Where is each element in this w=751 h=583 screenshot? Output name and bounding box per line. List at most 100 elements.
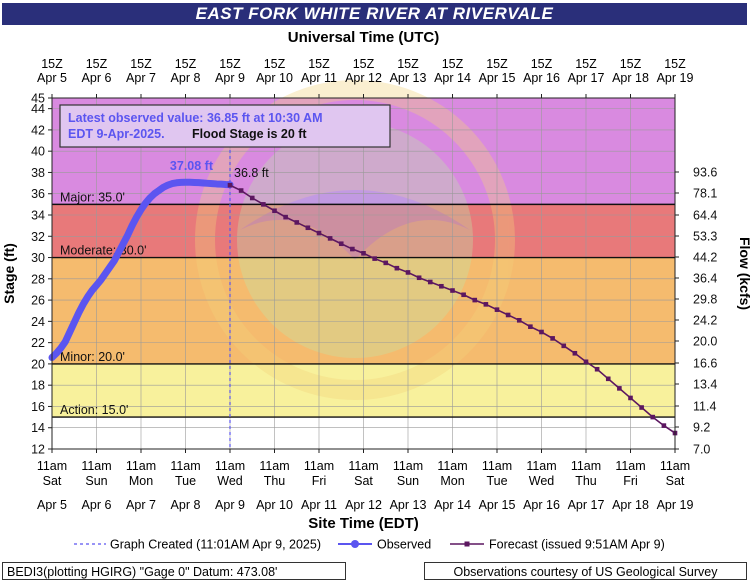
ytick-label-40: 40 [31,145,45,159]
ytick-label-38: 38 [31,166,45,180]
forecast-start-label: 36.8 ft [234,166,269,180]
watermark-bird [240,190,470,260]
top-tick-z-1: 15Z [86,57,108,71]
flow-tick-label-11: 64.4 [693,209,717,223]
flow-tick-label-5: 20.0 [693,335,717,349]
forecast-point-15 [394,265,400,271]
top-tick-date-1: Apr 6 [82,71,112,85]
top-axis-title: Universal Time (UTC) [288,29,439,46]
y2-axis-title: Flow (kcfs) [737,237,751,310]
bottom-tick-day-3: Tue [175,474,196,488]
footer-datum: BEDI3(plotting HGIRG) "Gage 0" Datum: 47… [2,562,346,580]
bottom-tick-date-2: Apr 7 [126,498,156,512]
flow-tick-label-7: 29.8 [693,293,717,307]
bottom-tick-date-10: Apr 15 [479,498,516,512]
flow-tick-label-9: 44.2 [693,251,717,265]
bottom-tick-time-5: 11am [259,459,289,473]
forecast-point-4 [272,208,277,214]
footer-credit: Observations courtesy of US Geological S… [424,562,747,580]
forecast-point-34 [605,376,611,382]
bottom-tick-day-8: Sun [397,474,419,488]
top-tick-date-5: Apr 10 [256,71,293,85]
top-tick-date-14: Apr 19 [657,71,694,85]
forecast-point-19 [439,283,444,289]
top-tick-date-6: Apr 11 [301,71,337,85]
forecast-point-9 [327,236,333,241]
watermark-outer-ring [195,80,515,400]
peak-label: 37.08 ft [170,159,214,173]
top-tick-date-13: Apr 18 [612,71,649,85]
flow-tick-label-12: 78.1 [693,187,717,201]
forecast-point-30 [561,343,567,349]
bottom-tick-day-4: Wed [217,474,243,488]
top-tick-date-11: Apr 16 [523,71,560,85]
bottom-tick-day-12: Thu [575,474,597,488]
cat-label-moderate: Moderate: 30.0' [60,244,146,258]
chart-legend: Graph Created (11:01AM Apr 9, 2025) Obser… [74,538,665,552]
top-tick-date-12: Apr 17 [568,71,605,85]
forecast-point-0 [227,182,233,188]
flow-tick-label-2: 11.4 [693,400,716,414]
bottom-tick-time-2: 11am [126,459,156,473]
flow-tick-label-13: 93.6 [693,166,717,180]
forecast-point-5 [283,214,288,220]
bottom-tick-day-7: Sat [354,474,373,488]
forecast-point-6 [294,220,300,225]
ytick-label-16: 16 [31,400,45,414]
forecast-point-8 [316,230,322,236]
flow-tick-label-3: 13.4 [693,378,717,392]
flow-tick-label-4: 16.6 [693,357,717,371]
chart-series: 37.08 ft 36.8 ft Latest observed value: 36… [48,104,678,449]
bottom-tick-time-0: 11am [37,459,67,473]
top-tick-z-0: 15Z [41,57,63,71]
legend-observed-label: Observed [377,538,431,552]
bottom-tick-time-14: 11am [660,459,690,473]
flow-tick-label-0: 7.0 [693,443,710,457]
forecast-point-37 [639,405,644,410]
ytick-label-36: 36 [31,187,45,201]
bottom-tick-date-1: Apr 6 [82,498,112,512]
top-tick-z-4: 15Z [219,57,241,71]
ytick-label-22: 22 [31,336,45,350]
ytick-label-14: 14 [31,421,45,435]
bottom-tick-day-13: Fri [623,474,638,488]
forecast-point-10 [338,241,344,247]
top-tick-z-5: 15Z [264,57,286,71]
top-tick-z-10: 15Z [486,57,508,71]
cat-label-action: Action: 15.0' [60,403,128,417]
top-tick-date-10: Apr 15 [479,71,516,85]
forecast-point-32 [583,359,589,365]
flow-tick-label-1: 9.2 [693,421,710,435]
bottom-tick-day-11: Wed [529,474,555,488]
bottom-tick-day-0: Sat [43,474,62,488]
forecast-point-36 [628,395,633,401]
observed-line [48,178,234,362]
bottom-tick-day-1: Sun [85,474,107,488]
forecast-point-1 [238,188,244,193]
bottom-tick-date-4: Apr 9 [215,498,245,512]
info-box-frame [59,104,391,148]
ytick-label-20: 20 [31,357,45,371]
forecast-point-33 [594,366,600,372]
legend-forecast-square [464,541,470,547]
forecast-point-2 [249,195,255,201]
top-tick-z-3: 15Z [175,57,197,71]
bottom-tick-date-5: Apr 10 [256,498,293,512]
bottom-tick-time-1: 11am [81,459,111,473]
ytick-label-42: 42 [31,123,45,137]
top-tick-z-12: 15Z [575,57,597,71]
top-tick-date-3: Apr 8 [171,71,201,85]
bottom-tick-time-7: 11am [348,459,378,473]
ytick-label-26: 26 [31,294,45,308]
chart-title: EAST FORK WHITE RIVER AT RIVERVALE [2,3,747,25]
top-tick-z-13: 15Z [620,57,642,71]
flood-category-lines: Action: 15.0' Minor: 20.0' Moderate: 30.0'… [52,190,675,418]
forecast-point-12 [361,250,366,256]
top-tick-date-8: Apr 13 [390,71,427,85]
forecast-point-16 [405,270,411,275]
forecast-point-14 [383,260,389,266]
forecast-point-28 [539,329,544,335]
y-axis-title: Stage (ft) [1,243,17,304]
forecast-point-13 [372,256,377,261]
